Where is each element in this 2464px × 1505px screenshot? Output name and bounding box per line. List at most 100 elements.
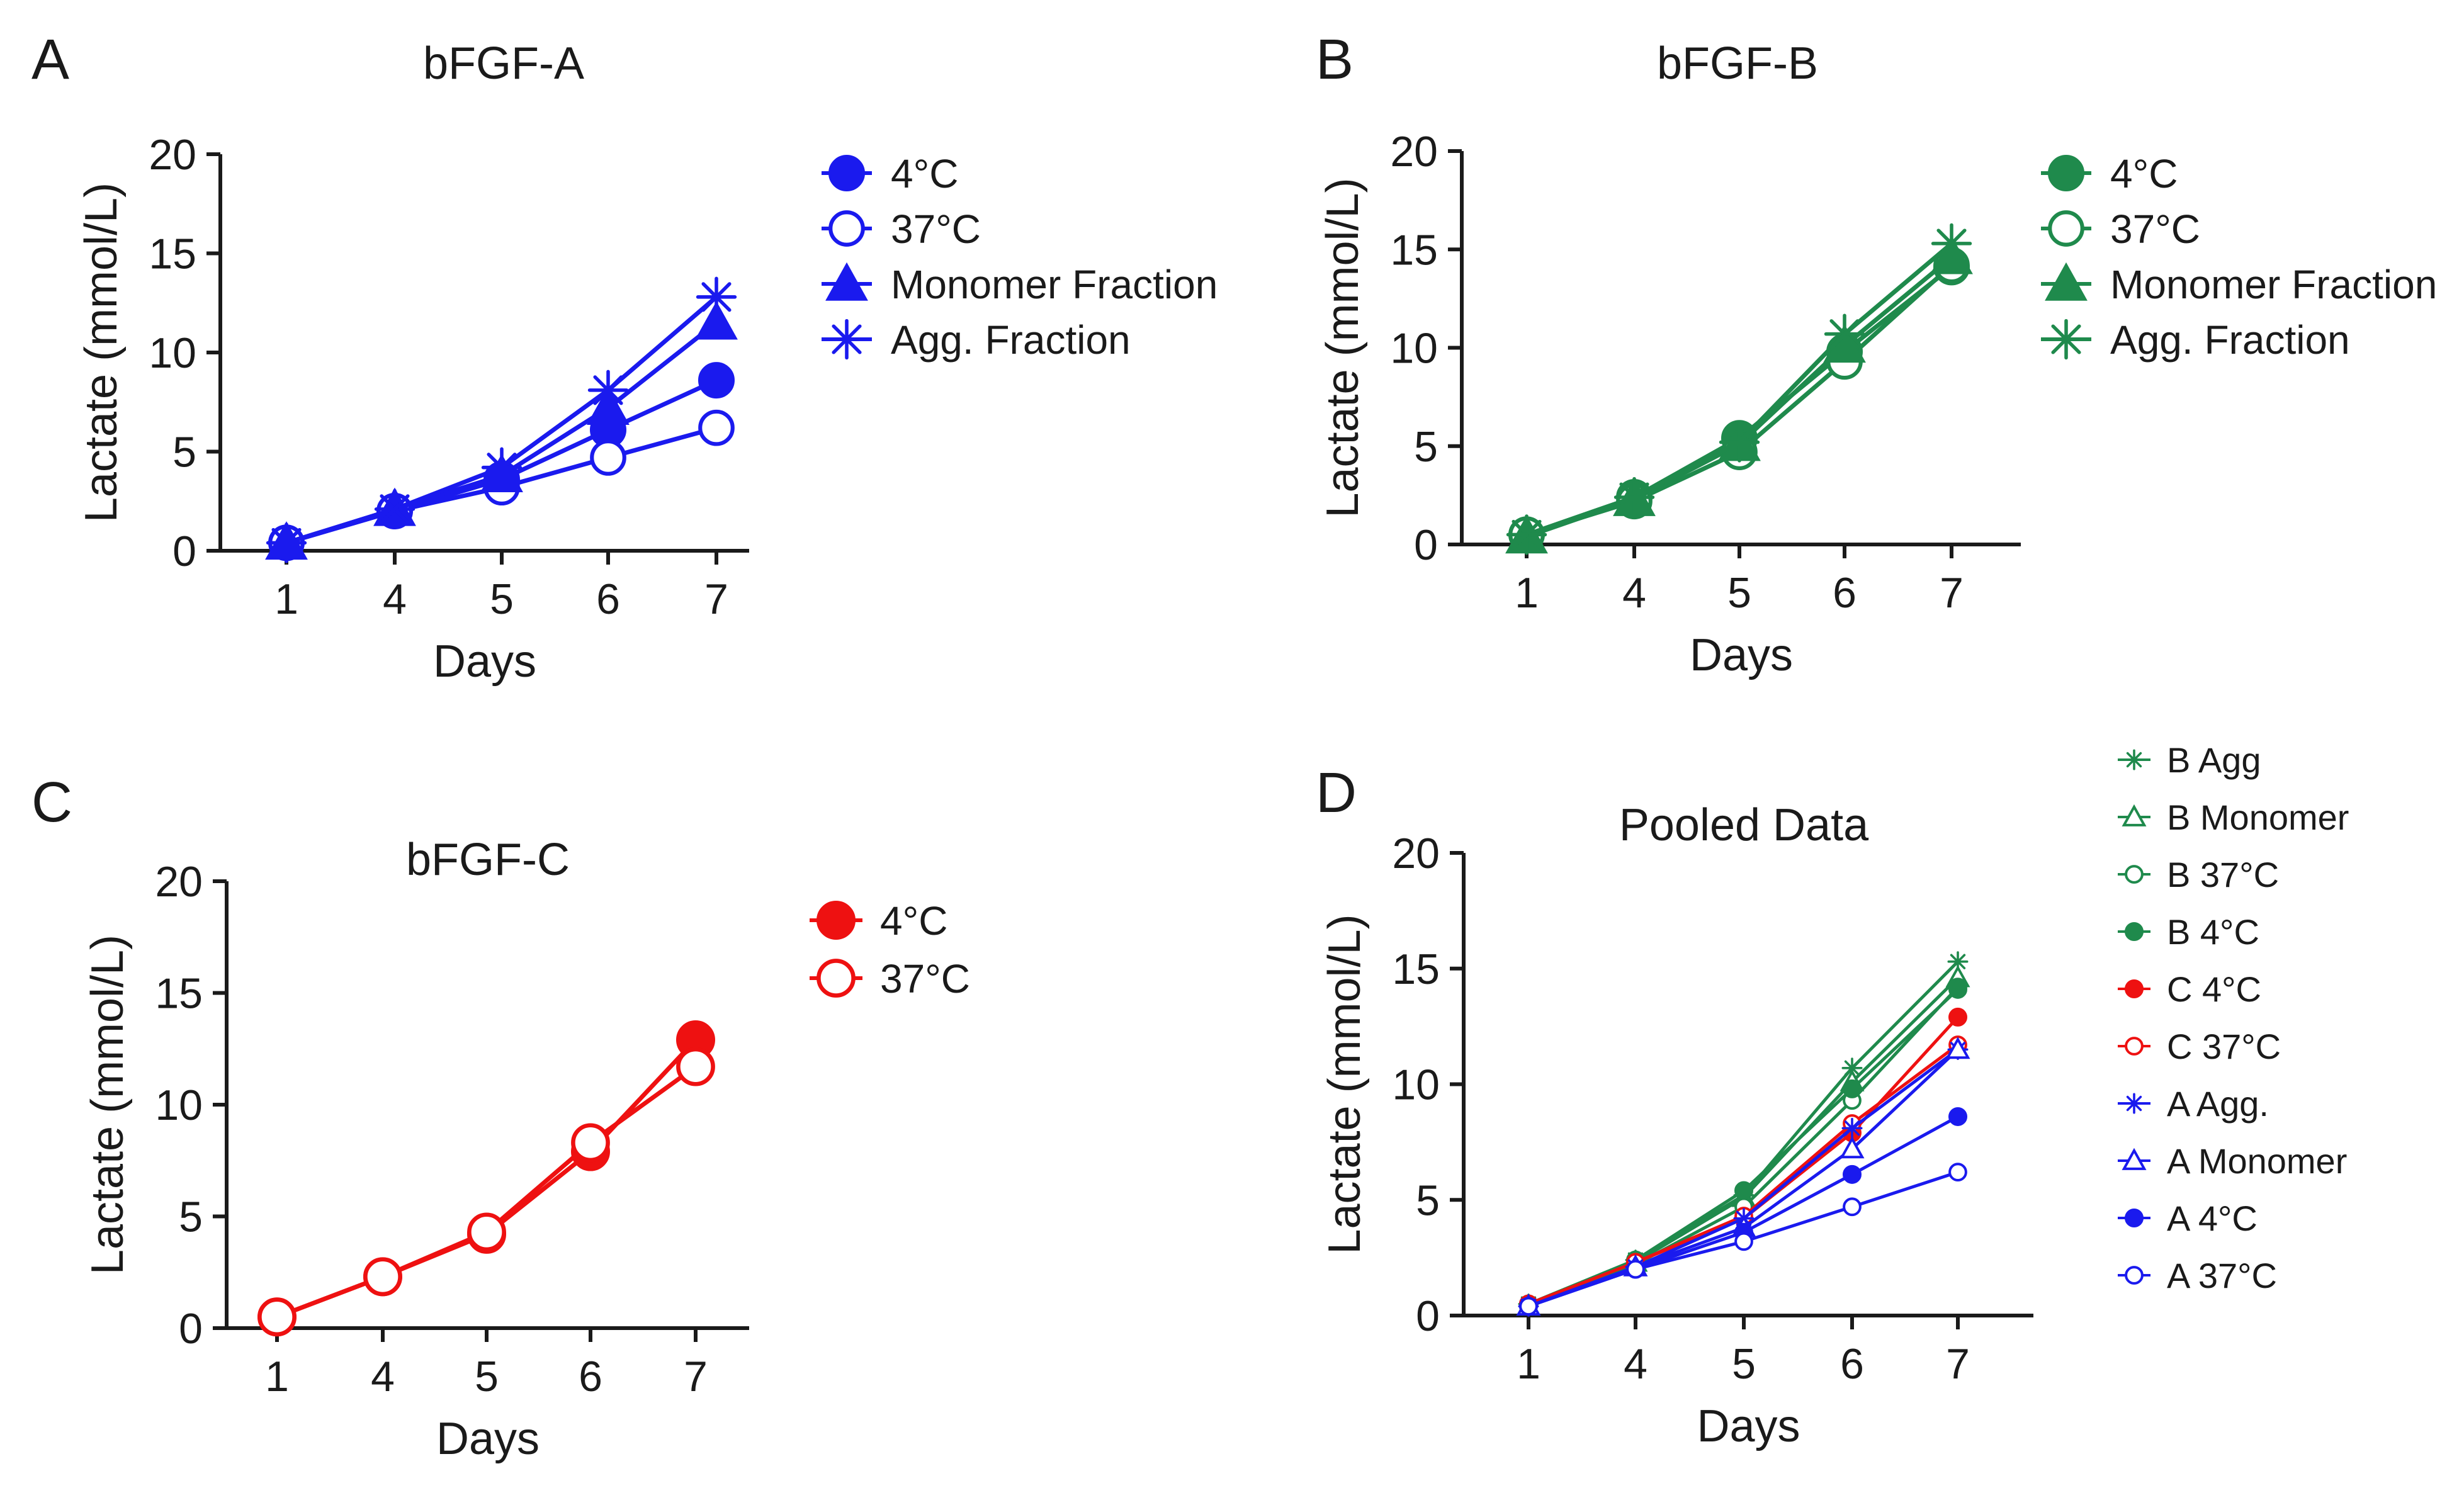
legend-label: Agg. Fraction [2110,317,2350,363]
data-point [1843,1079,1862,1098]
panel-letter: C [31,771,72,834]
chart-title: bFGF-C [406,835,570,885]
legend-item: Monomer Fraction [822,262,1218,307]
data-point [1824,313,1865,354]
data-point-stroke [593,375,623,405]
data-point-stroke [1844,1120,1860,1136]
legend-item: Monomer Fraction [2041,262,2437,307]
y-tick-label: 5 [172,429,196,476]
legend-item: B Agg [2118,740,2261,780]
y-tick-label: 15 [1392,945,1440,993]
series-line [285,295,718,545]
data-point-stroke [1829,319,1860,349]
panel-letter: A [31,28,69,91]
data-point [1719,422,1760,463]
legend-item: C 37°C [2118,1027,2281,1066]
y-axis-title: Lactate (mmol/L) [1318,178,1368,517]
legend-item: A Monomer [2118,1141,2347,1181]
legend-item: 37°C [810,956,970,1001]
legend-label: 4°C [2110,151,2178,196]
legend-label: A 37°C [2167,1256,2277,1295]
series-line [1525,263,1953,537]
y-tick-label: 20 [1390,128,1438,176]
x-tick-label: 1 [265,1353,289,1401]
y-tick-label: 20 [149,131,196,179]
panel-letter: D [1316,762,1357,825]
series-c-37-c [1519,1035,1967,1314]
legend: 4°C 37°C [810,898,970,1001]
series-agg-fraction [1506,223,1972,555]
legend-marker [2048,210,2084,247]
panel-d: D Pooled Data 0 5 10 15 20 1 4 5 6 7 Days Lactate (mm… [1316,740,2349,1451]
x-tick-label: 4 [1622,569,1646,617]
data-point [1947,951,1969,972]
x-axis-title: Days [433,636,536,687]
y-tick-label: 0 [172,527,196,575]
data-point [1840,1136,1865,1159]
legend-marker [2123,1093,2145,1114]
legend-label: B Monomer [2167,798,2349,837]
x-tick-label: 6 [596,575,620,623]
legend-marker-stroke [2126,1095,2142,1112]
legend-marker [2045,318,2087,360]
legend-label: Monomer Fraction [2110,262,2437,307]
x-tick-label: 5 [1732,1340,1756,1388]
series-37-c [1508,247,1970,553]
x-tick-label: 6 [1840,1340,1864,1388]
legend-marker [825,262,868,301]
data-point-stroke [1936,228,1967,259]
data-point [1945,1037,1970,1059]
x-tick-label: 7 [1946,1340,1970,1388]
legend-marker [2125,979,2144,998]
legend-marker [2045,262,2088,301]
data-point-stroke [1844,1060,1860,1076]
legend-label: A Monomer [2167,1141,2347,1181]
data-point [590,439,626,476]
series-line [1528,1044,1959,1305]
y-tick-label: 15 [1390,226,1438,274]
x-tick-label: 7 [1940,569,1964,617]
legend-item: B 4°C [2118,912,2259,952]
legend: 4°C 37°C Monomer Fraction Agg. Fraction [2041,151,2437,363]
legend-item: 4°C [2041,151,2178,196]
series-line [1528,960,1959,1305]
data-point [695,301,738,340]
legend-marker [817,901,856,940]
series-4-c [1508,249,1970,553]
y-tick-label: 20 [155,858,203,906]
panel-letter: B [1316,28,1354,91]
y-tick-label: 20 [1392,830,1440,877]
chart-title: Pooled Data [1619,800,1869,850]
x-axis-title: Days [1697,1401,1800,1451]
legend-label: 37°C [891,206,981,252]
x-axis-title: Days [1690,630,1793,680]
legend-label: 4°C [891,151,958,196]
legend-item: B Monomer [2118,798,2349,837]
series-agg-fraction [266,276,737,563]
series-line [1528,986,1959,1305]
data-point [1948,1007,1967,1027]
y-axis-title: Lactate (mmol/L) [1320,914,1370,1254]
x-tick-label: 5 [490,575,514,623]
data-point [1734,1232,1753,1251]
y-axis-title: Lactate (mmol/L) [82,935,133,1275]
legend-marker [2125,1266,2144,1285]
data-point-stroke [1950,954,1966,969]
data-point [1506,514,1547,555]
legend-label: B 37°C [2167,855,2279,894]
data-point [1948,979,1967,999]
data-point [1931,223,1972,264]
legend-marker [817,959,856,998]
data-point-stroke [1512,519,1542,550]
y-tick-label: 0 [1416,1292,1440,1340]
chart-title: bFGF-B [1657,38,1818,89]
x-tick-label: 1 [1515,569,1539,617]
data-point [587,369,629,411]
x-tick-label: 4 [371,1353,395,1401]
y-tick-label: 15 [155,970,203,1018]
series-b-37-c [1519,978,1967,1314]
